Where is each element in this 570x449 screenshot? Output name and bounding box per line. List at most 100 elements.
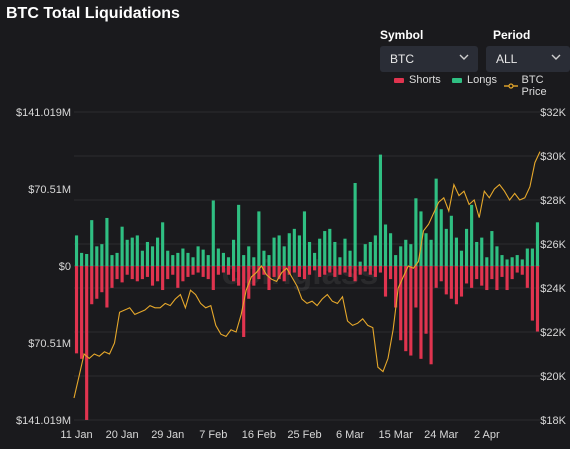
long-bar — [196, 246, 200, 266]
long-bar — [500, 255, 504, 266]
long-bar — [404, 239, 408, 266]
period-select-value: ALL — [496, 52, 518, 66]
short-bar — [535, 266, 540, 332]
short-bar — [328, 266, 332, 273]
period-select[interactable]: ALL — [486, 46, 570, 72]
y-right-tick-label: $28K — [540, 195, 566, 207]
long-bar — [85, 253, 89, 266]
long-bar — [161, 222, 165, 266]
long-bar — [302, 211, 307, 266]
long-bar — [515, 255, 519, 266]
long-bar — [201, 249, 205, 266]
short-bar — [419, 266, 423, 359]
long-bar — [90, 220, 94, 266]
y-right-tick-label: $32K — [540, 107, 566, 119]
long-bar — [252, 257, 256, 266]
short-bar — [307, 266, 312, 275]
long-bar — [257, 211, 261, 266]
y-right-tick-label: $20K — [540, 371, 566, 383]
short-bar — [404, 266, 408, 352]
y-axis-left: $141.019M $70.51M $0 $70.51M $141.019M — [16, 107, 71, 427]
short-bar — [454, 266, 458, 305]
x-tick-label: 15 Mar — [379, 429, 414, 441]
long-bar — [510, 257, 514, 266]
long-bar — [247, 246, 251, 266]
short-bar — [429, 266, 433, 365]
short-bar — [105, 266, 109, 308]
short-bar — [85, 266, 89, 420]
price-line-swatch — [504, 83, 518, 89]
long-bar — [535, 222, 540, 266]
long-bar — [145, 241, 150, 266]
short-bar — [510, 266, 514, 280]
long-bar — [242, 255, 246, 266]
legend-shorts[interactable]: Shorts — [394, 74, 441, 86]
x-tick-label: 7 Feb — [199, 429, 227, 441]
legend-longs-label: Longs — [467, 74, 497, 86]
long-bar — [100, 244, 104, 266]
short-bar — [333, 266, 337, 277]
long-bar — [444, 228, 448, 266]
long-bar — [378, 154, 383, 266]
long-bar — [328, 228, 332, 266]
short-bar — [257, 266, 261, 280]
short-bar — [140, 266, 144, 280]
short-bar — [459, 266, 464, 297]
legend-btc-price[interactable]: BTC Price — [504, 74, 570, 98]
long-bar — [292, 228, 296, 266]
short-bar — [292, 266, 296, 273]
short-bar — [348, 266, 352, 277]
long-bar — [130, 237, 134, 266]
long-bar — [530, 248, 534, 266]
short-bar — [161, 266, 165, 291]
short-bar — [409, 266, 413, 356]
short-bar — [495, 266, 499, 291]
long-bar — [449, 215, 453, 266]
long-bar — [348, 250, 352, 266]
short-bar — [226, 266, 231, 275]
y-left-tick-label: $141.019M — [16, 415, 71, 427]
short-bar — [475, 266, 479, 280]
short-bar — [181, 266, 185, 282]
long-bar — [525, 248, 529, 266]
short-bar — [272, 266, 276, 277]
short-bar — [267, 266, 271, 291]
long-bar — [505, 259, 509, 266]
long-bar — [171, 255, 175, 266]
short-bar — [120, 266, 124, 283]
long-bar — [95, 246, 99, 266]
symbol-select[interactable]: BTC — [380, 46, 478, 72]
short-bar — [363, 266, 367, 272]
short-bar — [196, 266, 200, 273]
long-bar — [186, 252, 190, 266]
long-bar — [434, 178, 438, 266]
long-bar — [125, 239, 129, 266]
short-bar — [156, 266, 160, 282]
legend-longs[interactable]: Longs — [452, 74, 497, 86]
long-bar — [490, 231, 494, 266]
long-bar — [353, 183, 357, 266]
btc-price-line — [73, 151, 541, 399]
symbol-select-value: BTC — [390, 52, 414, 66]
short-bar — [525, 266, 529, 288]
y-right-tick-label: $26K — [540, 239, 566, 251]
y-left-tick-label: $70.51M — [28, 338, 71, 350]
short-bar — [252, 266, 256, 286]
chevron-down-icon — [551, 54, 561, 60]
bars-layer — [74, 154, 540, 420]
short-bar — [394, 266, 398, 308]
short-bar — [297, 266, 301, 277]
long-bar — [206, 255, 210, 266]
legend-shorts-label: Shorts — [409, 74, 441, 86]
long-bar — [181, 248, 185, 266]
long-bar — [287, 233, 291, 266]
short-bar — [520, 266, 524, 275]
short-bar — [323, 266, 327, 275]
y-left-tick-label: $0 — [59, 261, 71, 273]
long-bar — [176, 252, 180, 266]
long-bar — [211, 200, 215, 266]
y-right-tick-label: $18K — [540, 415, 566, 427]
x-tick-label: 20 Jan — [106, 429, 139, 441]
legend-btc-price-label: BTC Price — [521, 74, 547, 98]
